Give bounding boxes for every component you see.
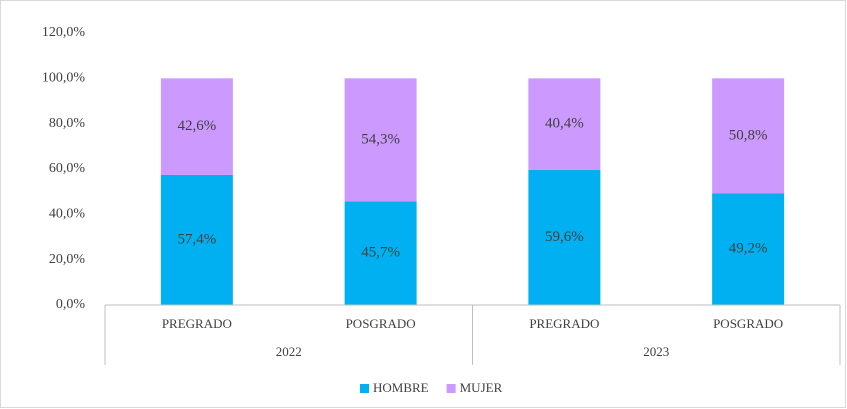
data-label: 50,8% [729,127,768,143]
y-tick-label: 0,0% [56,297,86,312]
bar-segment [344,78,417,202]
bar-segment [344,201,417,305]
data-label: 45,7% [361,245,400,261]
legend-label: MUJER [460,380,503,395]
legend-label: HOMBRE [373,380,429,395]
data-label: 40,4% [545,116,584,132]
data-label: 42,6% [178,118,217,134]
data-label: 49,2% [729,241,768,257]
group-label: 2023 [643,344,669,359]
x-tick-label: PREGRADO [529,316,599,331]
legend-swatch [360,384,369,393]
x-tick-label: POSGRADO [713,316,783,331]
y-tick-label: 80,0% [49,116,86,131]
legend-swatch [446,384,456,393]
y-tick-label: 40,0% [49,207,86,222]
y-tick-label: 100,0% [42,71,86,86]
bar-segment [712,78,785,194]
bar-segment [528,169,601,305]
data-label: 57,4% [178,231,217,247]
data-label: 54,3% [361,131,400,147]
group-label: 2022 [276,344,302,359]
bar-segment [712,193,785,305]
y-tick-label: 120,0% [42,25,86,40]
bar-segment [528,78,601,170]
y-tick-label: 20,0% [49,252,86,267]
x-tick-label: PREGRADO [162,316,232,331]
y-tick-label: 60,0% [49,161,86,176]
data-label: 59,6% [545,229,584,245]
x-tick-label: POSGRADO [346,316,416,331]
bar-segment [160,78,233,175]
bar-segment [160,174,233,305]
